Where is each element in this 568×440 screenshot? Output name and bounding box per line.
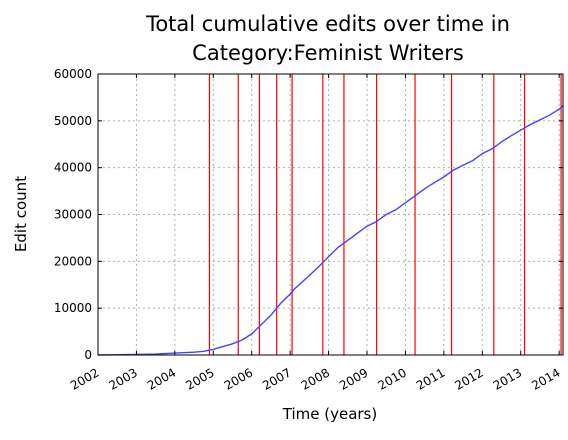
x-tick-labels: 2002 2003 2004 2005 2006 2007 2008 2009 2010 2011… — [68, 365, 563, 392]
x-tick-label: 2014 — [529, 365, 562, 392]
series-group — [97, 105, 564, 356]
x-tick-label: 2009 — [337, 365, 370, 392]
y-tick-label: 20000 — [54, 254, 92, 268]
x-tick-label: 2003 — [106, 365, 139, 392]
x-tick-label: 2004 — [145, 365, 178, 392]
y-tick-label: 50000 — [54, 114, 92, 128]
y-tick-label: 10000 — [54, 301, 92, 315]
y-tick-labels: 0 10000 20000 30000 40000 50000 60000 — [54, 67, 92, 362]
x-tick-label: 2012 — [452, 365, 485, 392]
y-tick-label: 60000 — [54, 67, 92, 81]
x-axis-label: Time (years) — [282, 405, 377, 423]
x-tick-label: 2013 — [491, 365, 524, 392]
x-tick-label: 2005 — [183, 365, 216, 392]
x-tick-label: 2007 — [260, 365, 293, 392]
chart-title-line-2: Category:Feminist Writers — [192, 41, 464, 65]
y-tick-label: 0 — [84, 348, 92, 362]
x-tick-label: 2011 — [414, 365, 447, 392]
x-tick-label: 2006 — [222, 365, 255, 392]
y-tick-label: 30000 — [54, 208, 92, 222]
series-line — [97, 105, 564, 356]
tick-marks — [97, 73, 563, 356]
y-tick-label: 40000 — [54, 161, 92, 175]
x-tick-label: 2008 — [299, 365, 332, 392]
y-axis-label: Edit count — [12, 176, 30, 252]
x-tick-label: 2010 — [375, 365, 408, 392]
chart-title-line-1: Total cumulative edits over time in — [145, 12, 510, 36]
x-tick-label: 2002 — [68, 365, 101, 392]
